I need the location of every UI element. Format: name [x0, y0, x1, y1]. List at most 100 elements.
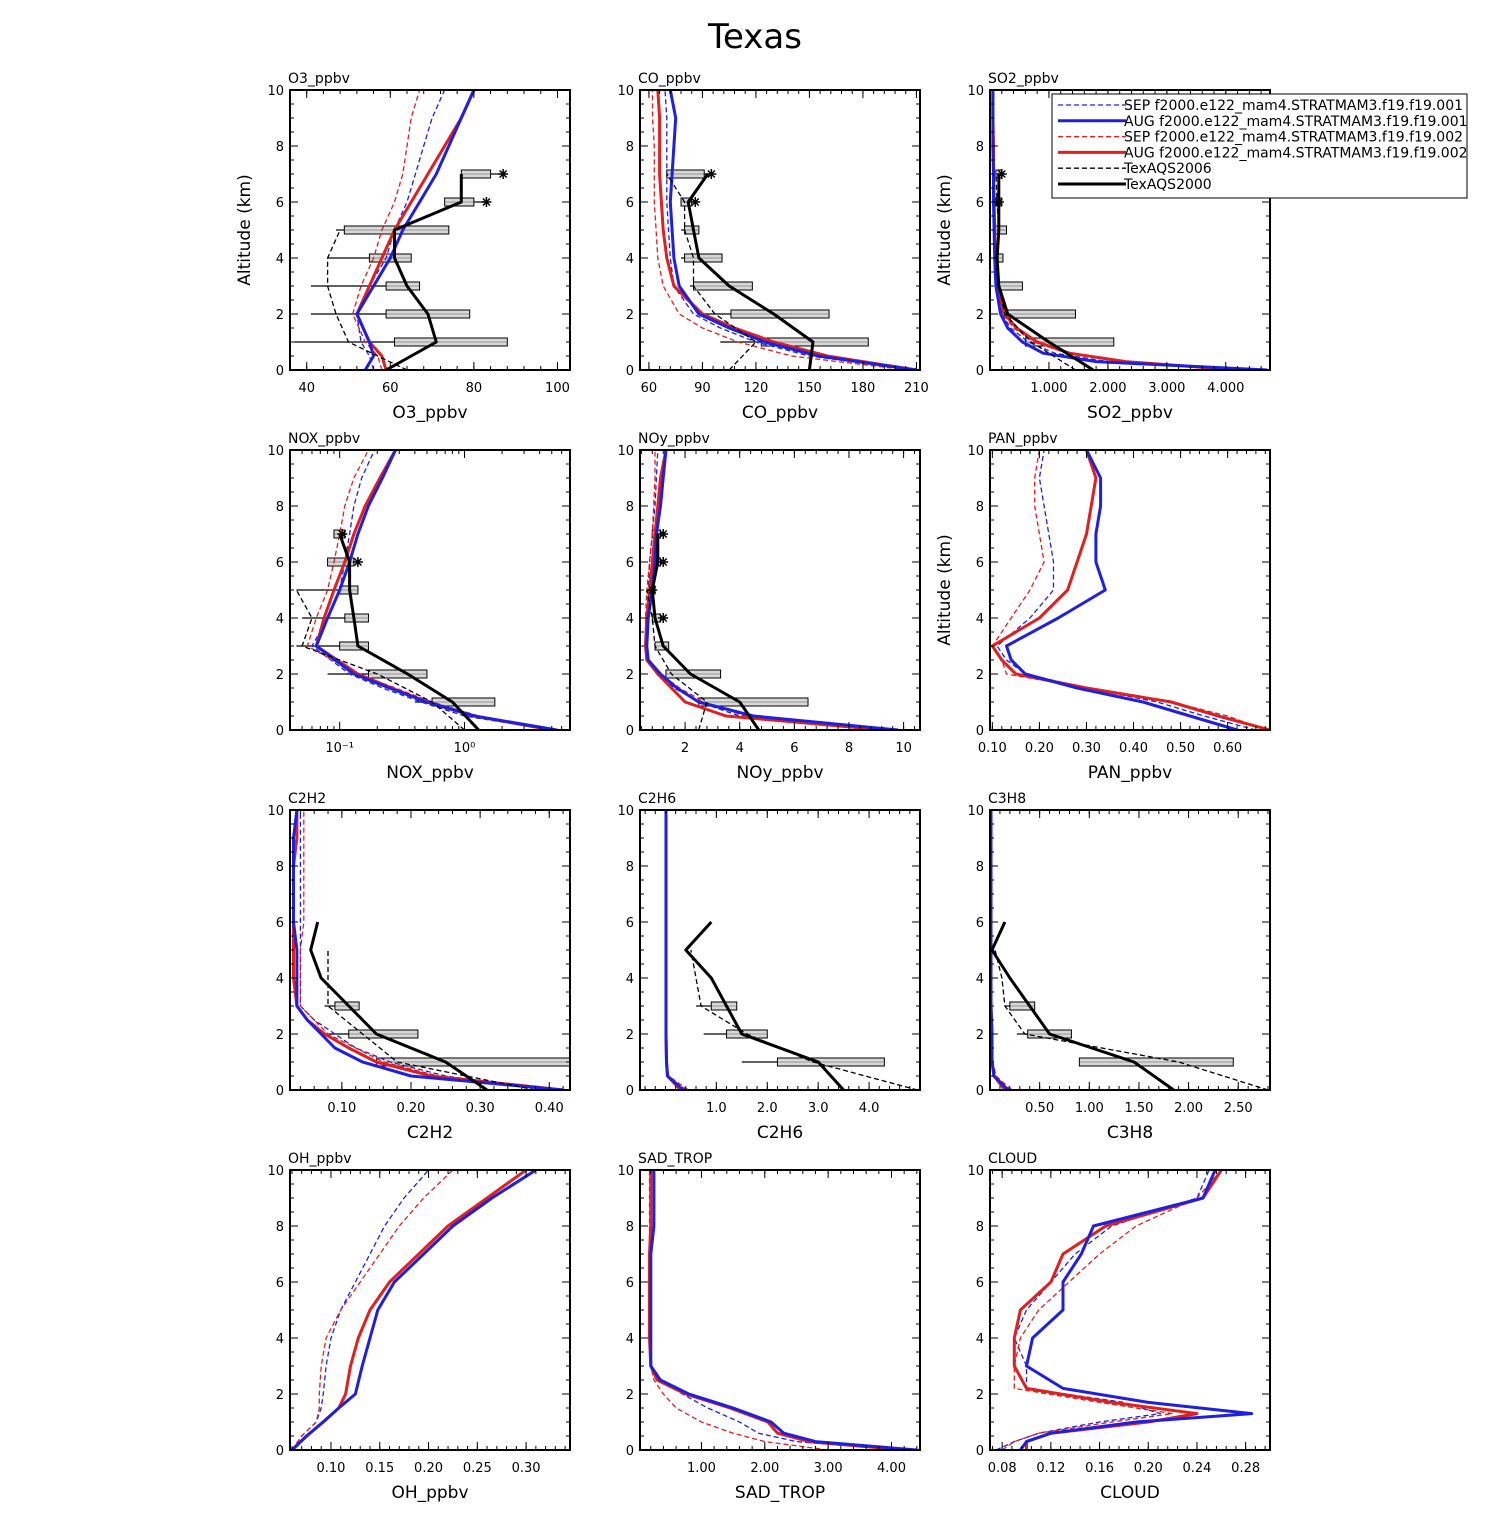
x-tick-label: 1.000 — [1030, 381, 1067, 396]
series-aug001 — [314, 450, 558, 730]
plot-area — [990, 450, 1270, 730]
panel-title: OH_ppbv — [288, 1151, 352, 1167]
x-axis-label: CO_ppbv — [742, 403, 818, 423]
x-axis-label: O3_ppbv — [392, 403, 467, 423]
plot-frame — [989, 1169, 1271, 1451]
y-tick-label: 6 — [626, 196, 634, 211]
x-tick-label: 0.40 — [535, 1101, 564, 1116]
y-tick-label: 8 — [976, 1220, 984, 1235]
panel-cloud: 0 2 4 6 8 10 0.08 0.12 0.16 0.20 0.24 0.28 CLOUD CLOU… — [967, 1151, 1271, 1503]
panel-c2h2: 0 2 4 6 8 10 0.10 0.20 0.30 0.40 C2H2 C2H2 — [267, 791, 571, 1143]
x-tick-label: 120 — [744, 381, 769, 396]
star-marker — [690, 197, 701, 207]
x-axis-label: SO2_ppbv — [1087, 403, 1173, 423]
x-tick-label: 210 — [904, 381, 929, 396]
series-obs2000 — [684, 920, 845, 1090]
y-tick-label: 6 — [976, 556, 984, 571]
y-tick-label: 4 — [976, 972, 984, 987]
star-marker — [706, 169, 717, 179]
y-tick-label: 2 — [976, 1028, 984, 1043]
panel-sad-trop: 0 2 4 6 8 10 1.00 2.00 3.00 4.00 SAD_TROP SAD_TROP — [617, 1151, 921, 1503]
x-tick-label: 180 — [851, 381, 876, 396]
series-aug001 — [991, 90, 1268, 370]
x-tick-label: 2.00 — [750, 1461, 779, 1476]
y-tick-label: 10 — [267, 804, 284, 819]
y-tick-label: 2 — [626, 1388, 634, 1403]
y-tick-label: 8 — [626, 140, 634, 155]
panel-title: CO_ppbv — [638, 71, 701, 87]
star-marker — [993, 197, 1004, 207]
series-aug001 — [664, 810, 685, 1090]
series-aug002 — [664, 810, 682, 1090]
panel-title: O3_ppbv — [288, 71, 350, 87]
x-tick-label: 2.50 — [1224, 1101, 1253, 1116]
x-tick-label: 0.24 — [1182, 1461, 1211, 1476]
x-tick-label: 4 — [736, 741, 744, 756]
y-tick-label: 6 — [276, 556, 284, 571]
y-tick-label: 4 — [276, 612, 284, 627]
series-sep002 — [651, 90, 908, 370]
plot-area — [295, 450, 558, 730]
y-tick-label: 2 — [976, 308, 984, 323]
panel-title: SAD_TROP — [638, 1151, 712, 1167]
x-tick-label: 0.08 — [988, 1461, 1017, 1476]
legend-label: TexAQS2000 — [1123, 177, 1212, 193]
y-tick-label: 4 — [976, 252, 984, 267]
series-sep002 — [299, 810, 570, 1090]
x-tick-label: 0.20 — [397, 1101, 426, 1116]
plot-frame — [989, 809, 1271, 1091]
series-obs2000 — [385, 174, 463, 370]
star-marker — [658, 529, 669, 539]
x-tick-label: 150 — [797, 381, 822, 396]
series-sep002 — [291, 1170, 454, 1450]
y-tick-label: 0 — [276, 364, 284, 379]
y-tick-label: 8 — [976, 860, 984, 875]
series-obs2006 — [994, 949, 1269, 1090]
plot-area — [292, 810, 570, 1090]
star-marker — [481, 197, 492, 207]
series-sep001 — [644, 450, 891, 730]
x-tick-label: 0.50 — [1166, 741, 1195, 756]
y-tick-label: 2 — [626, 668, 634, 683]
star-marker — [498, 169, 509, 179]
series-obs2006 — [295, 589, 465, 730]
x-tick-label: 2 — [681, 741, 689, 756]
x-tick-label: 3.00 — [814, 1461, 843, 1476]
y-tick-label: 8 — [626, 500, 634, 515]
y-tick-label: 8 — [276, 500, 284, 515]
plot-area — [648, 1170, 917, 1450]
series-sep002 — [648, 1170, 829, 1450]
x-tick-label: 60 — [382, 381, 399, 396]
series-obs2006 — [666, 173, 757, 370]
series-aug002 — [648, 1170, 905, 1450]
y-tick-label: 6 — [626, 1276, 634, 1291]
y-tick-label: 8 — [626, 1220, 634, 1235]
legend-label: AUG f2000.e122_mam4.STRATMAM3.f19.f19.00… — [1124, 145, 1468, 161]
x-tick-label: 0.30 — [466, 1101, 495, 1116]
x-tick-label: 0.20 — [414, 1461, 443, 1476]
plot-area — [990, 810, 1269, 1090]
panel-co-ppbv: 0 2 4 6 8 10 60 90 120 150 180 210 CO_ppbv CO_ppbv — [617, 71, 928, 423]
x-tick-label: 60 — [641, 381, 658, 396]
series-aug001 — [290, 1170, 537, 1450]
panel-title: C2H2 — [288, 791, 326, 807]
y-tick-label: 0 — [276, 1444, 284, 1459]
x-tick-label: 1.00 — [1075, 1101, 1104, 1116]
y-tick-label: 10 — [967, 444, 984, 459]
x-tick-label: 0.10 — [316, 1461, 345, 1476]
panel-title: C3H8 — [988, 791, 1026, 807]
x-tick-label: 0.30 — [1072, 741, 1101, 756]
y-tick-label: 10 — [267, 444, 284, 459]
plot-frame — [289, 809, 571, 1091]
plot-frame — [639, 1169, 921, 1451]
panel-c2h6: 0 2 4 6 8 10 1.0 2.0 3.0 4.0 C2H6 C2H6 — [617, 791, 921, 1143]
legend-box — [1051, 93, 1468, 199]
plot-frame — [989, 449, 1271, 731]
star-marker — [647, 585, 658, 595]
y-tick-label: 10 — [267, 84, 284, 99]
y-tick-label: 2 — [276, 308, 284, 323]
y-tick-label: 10 — [967, 84, 984, 99]
series-sep001 — [291, 1170, 429, 1450]
y-tick-label: 10 — [617, 1164, 634, 1179]
